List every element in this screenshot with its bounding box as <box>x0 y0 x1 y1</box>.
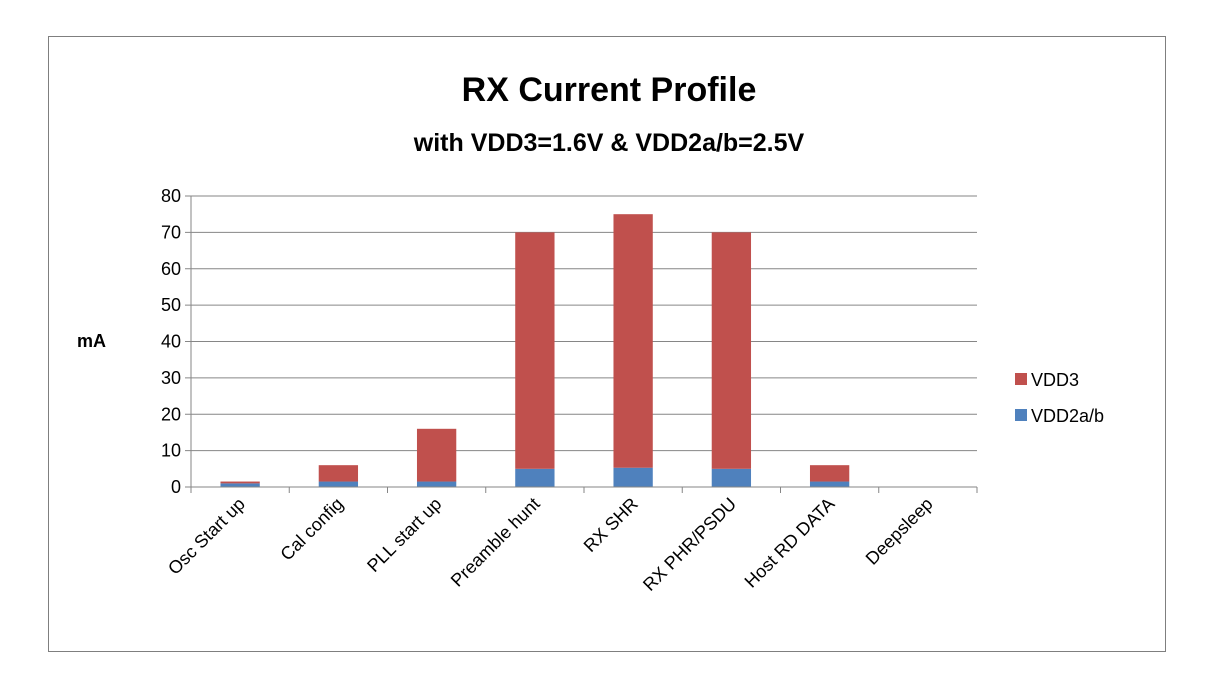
bar-vdd2a-b <box>318 481 359 487</box>
bar-vdd2a-b <box>220 483 260 487</box>
x-tick-label: Host RD DATA <box>741 494 839 592</box>
y-tick-label: 20 <box>161 404 181 424</box>
y-axis-title: mA <box>77 331 106 351</box>
chart-frame: RX Current Profile with VDD3=1.6V & VDD2… <box>48 36 1166 652</box>
y-tick-label: 0 <box>171 477 181 497</box>
y-tick-label: 40 <box>161 332 181 352</box>
legend-swatch <box>1015 373 1027 385</box>
x-tick-label: Deepsleep <box>862 494 937 569</box>
bar-vdd2a-b <box>711 468 752 487</box>
bar-vdd2a-b <box>515 468 555 487</box>
y-tick-label: 50 <box>161 295 181 315</box>
x-tick-label: Preamble hunt <box>447 494 544 591</box>
x-tick-label: Osc Start up <box>164 494 249 579</box>
chart-subtitle: with VDD3=1.6V & VDD2a/b=2.5V <box>413 129 805 157</box>
legend-label: VDD3 <box>1031 370 1079 390</box>
bar-vdd3 <box>416 428 457 482</box>
bar-vdd3 <box>220 481 260 484</box>
y-tick-label: 60 <box>161 259 181 279</box>
bar-vdd3 <box>515 232 555 469</box>
x-tick-label: RX PHR/PSDU <box>639 494 740 595</box>
bar-vdd3 <box>318 465 359 482</box>
chart: RX Current Profile with VDD3=1.6V & VDD2… <box>77 71 1104 595</box>
bar-vdd2a-b <box>809 481 850 487</box>
bar-vdd3 <box>613 214 653 468</box>
chart-title: RX Current Profile <box>462 71 757 109</box>
y-tick-label: 30 <box>161 368 181 388</box>
y-tick-label: 10 <box>161 441 181 461</box>
legend-swatch <box>1015 409 1027 421</box>
x-tick-label: Cal config <box>276 494 347 565</box>
y-tick-label: 80 <box>161 186 181 206</box>
legend-label: VDD2a/b <box>1031 406 1104 426</box>
bar-vdd2a-b <box>416 481 457 487</box>
y-tick-label: 70 <box>161 222 181 242</box>
bar-vdd3 <box>809 465 850 482</box>
x-tick-label: PLL start up <box>363 494 445 576</box>
bar-vdd3 <box>711 232 752 469</box>
bar-vdd2a-b <box>613 467 653 487</box>
x-tick-label: RX SHR <box>580 494 642 556</box>
